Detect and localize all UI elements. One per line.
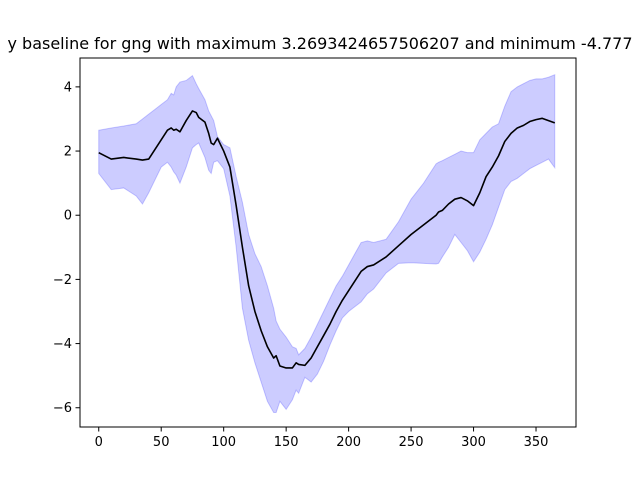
y-tick-label: 0 — [64, 209, 72, 224]
x-tick-label: 50 — [153, 435, 170, 450]
series-line-layer — [98, 110, 556, 369]
confidence-band — [98, 73, 556, 414]
x-tick-label: 300 — [461, 435, 486, 450]
confidence-band-layer — [98, 73, 556, 414]
y-tick-label: 4 — [64, 80, 72, 95]
y-tick-label: −6 — [53, 401, 72, 416]
series-line — [98, 110, 556, 369]
x-axis: 0 50 100 150 200 250 300 350 — [95, 427, 549, 450]
x-tick-label: 100 — [211, 435, 236, 450]
x-tick-label: 150 — [274, 435, 299, 450]
x-tick-label: 250 — [399, 435, 424, 450]
y-tick-label: 2 — [64, 145, 72, 160]
x-tick-label: 0 — [95, 435, 103, 450]
x-tick-label: 200 — [336, 435, 361, 450]
y-axis: −6 −4 −2 0 2 4 — [53, 80, 80, 416]
plot-frame — [79, 57, 577, 428]
y-tick-label: −2 — [53, 273, 72, 288]
y-tick-label: −4 — [53, 337, 72, 352]
chart-title: y baseline for gng with maximum 3.269342… — [7, 34, 632, 53]
x-tick-label: 350 — [524, 435, 549, 450]
